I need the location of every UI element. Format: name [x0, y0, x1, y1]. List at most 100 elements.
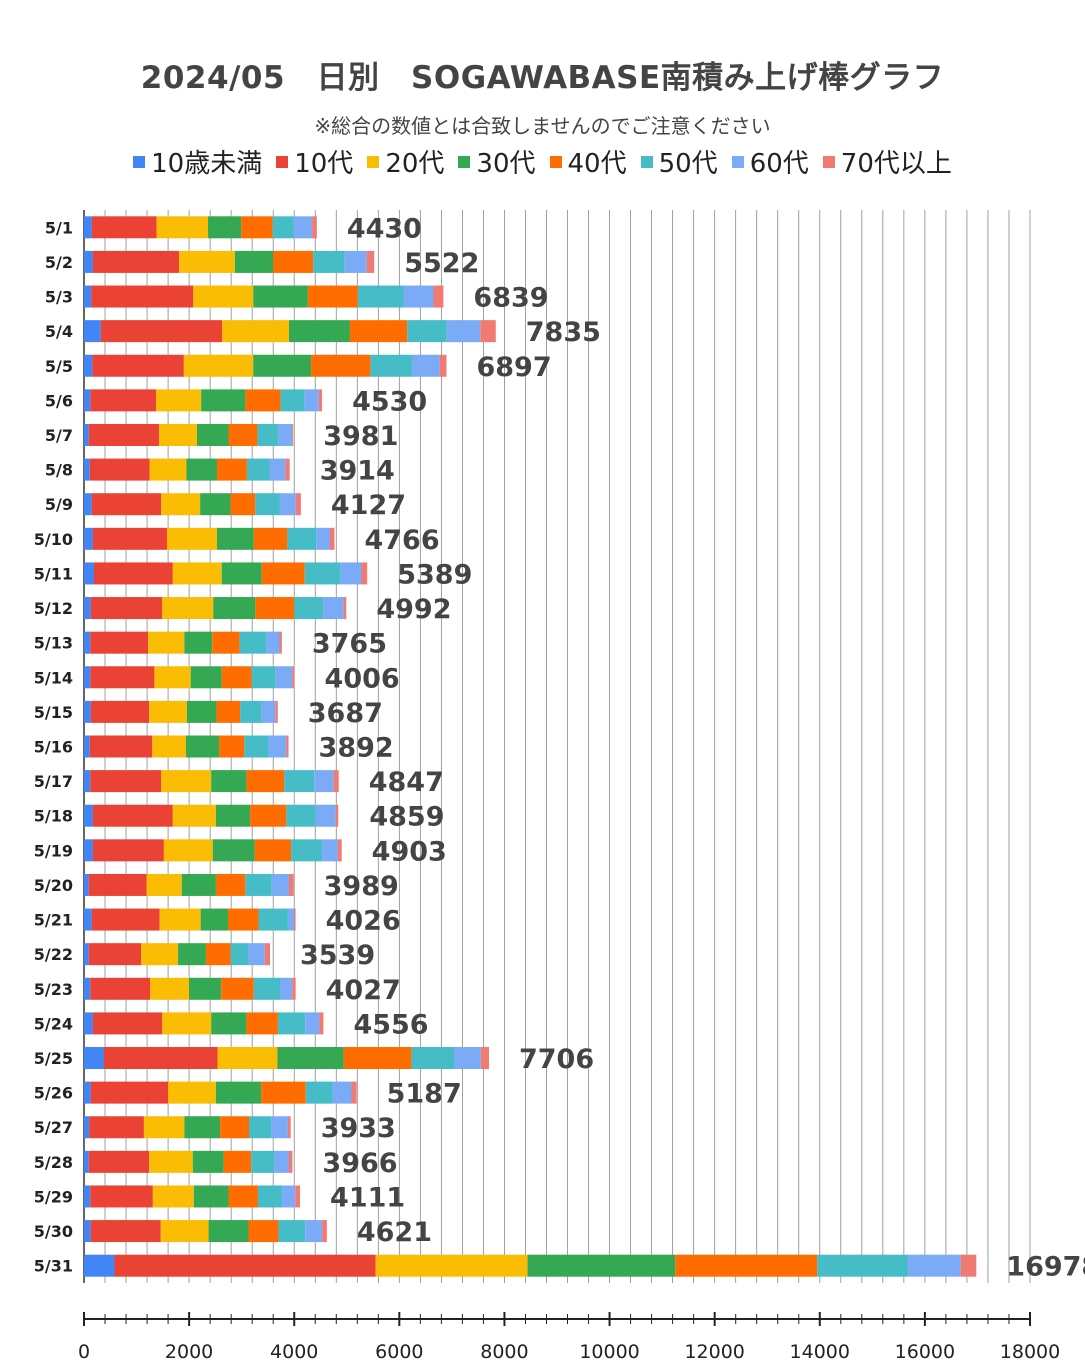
bar-segment — [258, 908, 288, 931]
bar-segment — [84, 1220, 91, 1243]
bar-segment — [246, 458, 270, 481]
bar-segment — [314, 770, 334, 793]
bar-segment — [90, 389, 157, 412]
bar-segment — [84, 770, 91, 793]
category-label: 5/9 — [45, 495, 73, 514]
bar-segment — [271, 873, 289, 896]
bar-segment — [275, 666, 293, 689]
legend-swatch — [549, 155, 562, 168]
total-label: 3989 — [324, 871, 399, 902]
total-label: 5389 — [397, 559, 472, 590]
total-label: 7706 — [519, 1044, 594, 1075]
bar-segment — [167, 527, 217, 550]
x-tick-label: 6000 — [375, 1341, 423, 1363]
bar-segment — [200, 493, 231, 516]
total-label: 4992 — [376, 594, 451, 625]
bar-segment — [88, 1150, 150, 1173]
total-label: 4006 — [325, 663, 400, 694]
legend-item: 10歳未満 — [133, 143, 262, 180]
bar-segment — [335, 804, 339, 827]
bar-segment — [84, 458, 90, 481]
category-label: 5/16 — [34, 738, 73, 757]
bar-segment — [84, 631, 91, 654]
category-label: 5/3 — [45, 288, 73, 307]
bar-segment — [333, 770, 339, 793]
bar-segment — [251, 666, 276, 689]
bar-segment — [91, 216, 157, 239]
bar-segment — [282, 1185, 296, 1208]
bar-segment — [411, 1047, 454, 1070]
bar-segment — [88, 873, 147, 896]
bar-segment — [192, 1150, 224, 1173]
bar-segment — [322, 1220, 327, 1243]
bar-segment — [149, 458, 187, 481]
bar-segment — [312, 216, 317, 239]
category-label: 5/13 — [34, 634, 73, 653]
total-label: 3539 — [300, 940, 375, 971]
total-label: 4766 — [364, 525, 439, 556]
bar-segment — [223, 1150, 252, 1173]
total-label: 6839 — [473, 283, 548, 314]
category-label: 5/1 — [45, 218, 73, 237]
bar-segment — [89, 1116, 144, 1139]
category-label: 5/11 — [34, 564, 73, 583]
legend-swatch — [731, 155, 744, 168]
total-label: 7835 — [526, 317, 601, 348]
legend-label: 50代 — [658, 149, 718, 179]
bar-segment — [480, 320, 496, 343]
bar-segment — [91, 493, 162, 516]
bar-segment — [163, 839, 213, 862]
bar-segment — [316, 527, 330, 550]
bar-segment — [315, 804, 336, 827]
bar-segment — [305, 1012, 320, 1035]
bar-segment — [211, 770, 247, 793]
legend-swatch — [367, 155, 380, 168]
bar-segment — [295, 493, 301, 516]
bar-segment — [817, 1254, 909, 1277]
bar-segment — [152, 1185, 194, 1208]
bar-segment — [88, 423, 160, 446]
category-label: 5/12 — [34, 599, 73, 618]
bar-segment — [84, 1081, 91, 1104]
bar-segment — [89, 735, 153, 758]
bar-segment — [84, 1254, 115, 1277]
category-label: 5/19 — [34, 841, 73, 860]
bar-segment — [251, 1150, 275, 1173]
bar-segment — [343, 1047, 412, 1070]
bar-segment — [89, 458, 150, 481]
legend-label: 40代 — [567, 149, 627, 179]
bar-segment — [84, 873, 89, 896]
x-tick-label: 10000 — [579, 1341, 639, 1363]
bar-segment — [253, 354, 312, 377]
x-tick-label: 0 — [78, 1341, 90, 1363]
bar-segment — [90, 977, 151, 1000]
legend-item: 60代 — [731, 143, 809, 180]
bar-segment — [193, 285, 254, 308]
bar-segment — [92, 1012, 163, 1035]
bar-segment — [183, 354, 254, 377]
bar-segment — [208, 216, 242, 239]
legend-item: 70代以上 — [822, 143, 952, 180]
bar-segment — [322, 839, 338, 862]
bar-segment — [279, 631, 282, 654]
bar-segment — [433, 285, 444, 308]
bar-segment — [152, 735, 186, 758]
bar-segment — [908, 1254, 961, 1277]
legend-label: 60代 — [749, 149, 809, 179]
bar-segment — [220, 1116, 250, 1139]
bar-segment — [275, 700, 278, 723]
bar-segment — [244, 735, 269, 758]
bar-segment — [211, 1012, 247, 1035]
bar-segment — [319, 1012, 324, 1035]
bar-segment — [84, 908, 92, 931]
bar-segment — [357, 285, 404, 308]
bar-segment — [304, 389, 319, 412]
bar-segment — [439, 354, 447, 377]
bar-segment — [91, 285, 194, 308]
total-label: 3914 — [320, 456, 395, 487]
bar-segment — [280, 389, 305, 412]
bar-segment — [255, 493, 280, 516]
bar-segment — [84, 597, 91, 620]
category-label: 5/20 — [34, 876, 73, 895]
